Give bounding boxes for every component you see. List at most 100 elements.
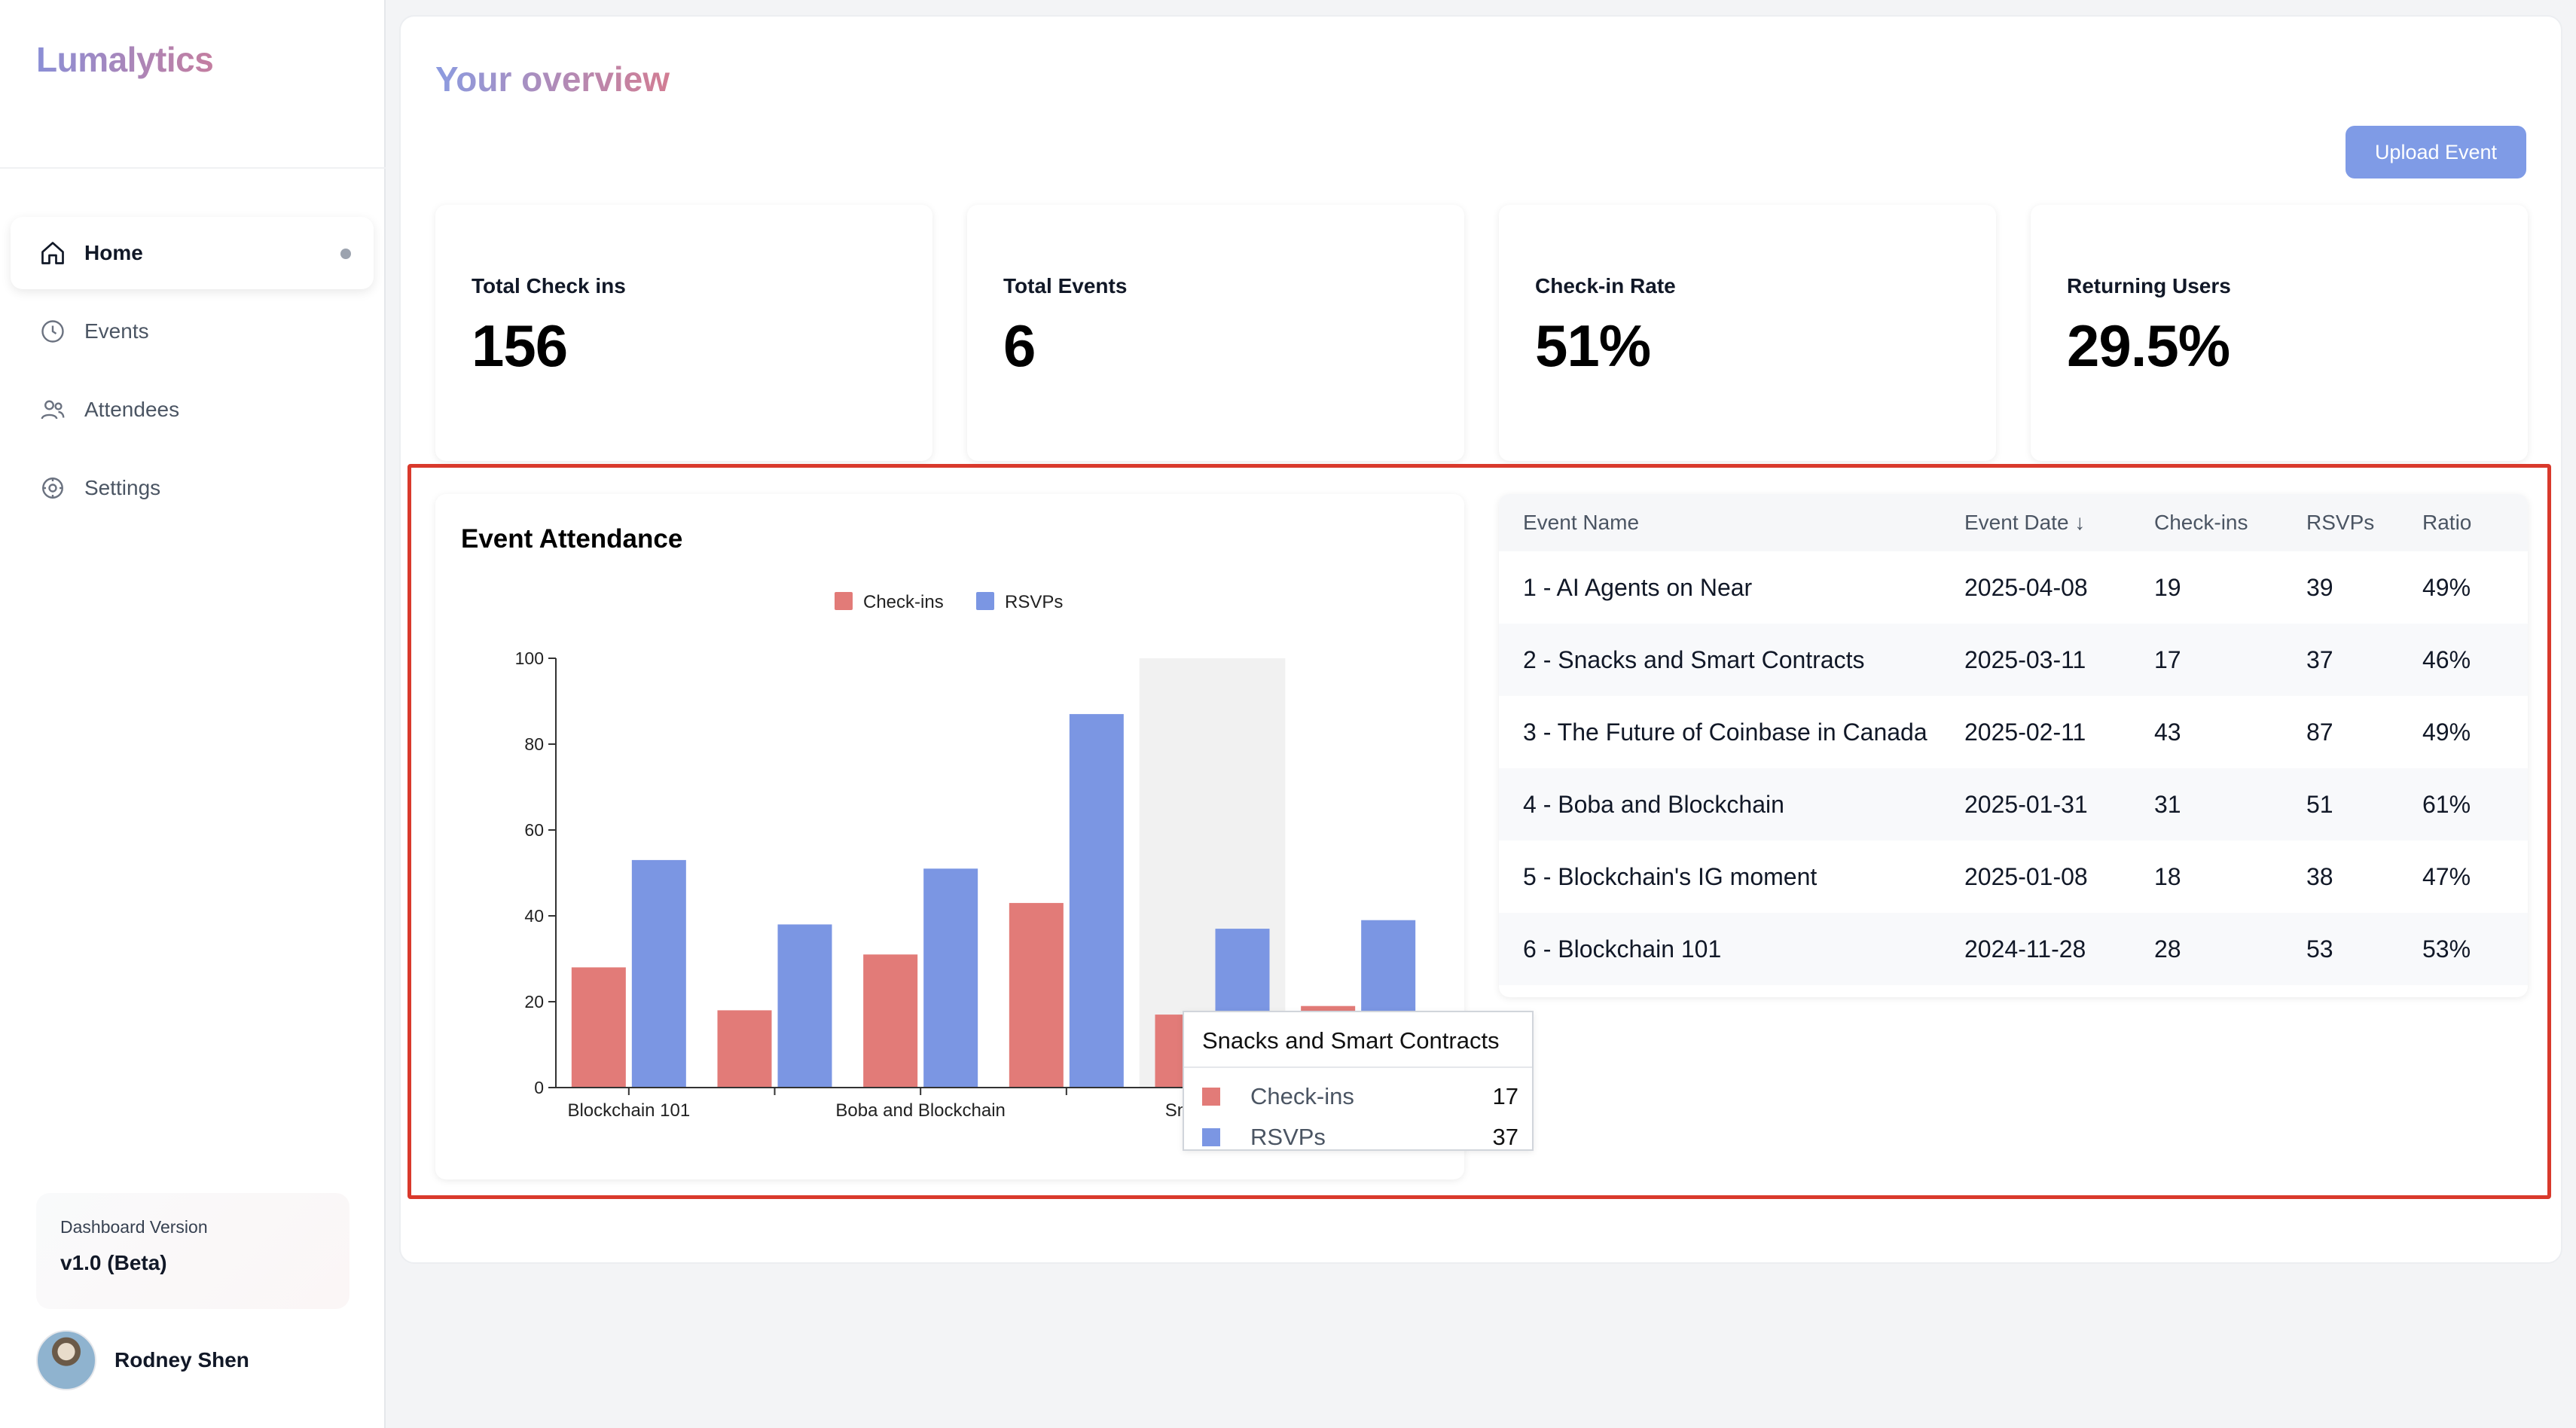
- sidebar-item-label: Home: [84, 241, 143, 264]
- table-row[interactable]: 1 - AI Agents on Near 2025-04-08 19 39 4…: [1499, 551, 2528, 624]
- home-icon: [38, 238, 68, 268]
- sidebar-nav: Home Events Attendees Settings: [11, 217, 374, 530]
- y-tick-label: 60: [524, 820, 544, 840]
- page-title: Your overview: [435, 60, 670, 99]
- cell-ratio: 46%: [2422, 624, 2528, 696]
- cell-ratio: 53%: [2422, 913, 2528, 985]
- column-header-rsvps[interactable]: RSVPs: [2306, 494, 2422, 551]
- stat-value: 51%: [1535, 313, 1651, 379]
- stat-card-checkin-rate: Check-in Rate 51%: [1499, 205, 1996, 461]
- bar-rsvps-1[interactable]: [631, 859, 686, 1088]
- chart-title: Event Attendance: [461, 524, 683, 554]
- cell-checkins: 18: [2154, 862, 2181, 890]
- user-name: Rodney Shen: [114, 1348, 249, 1372]
- cell-event-date: 2024-11-28: [1964, 913, 2154, 985]
- sidebar-item-label: Settings: [84, 476, 161, 499]
- cell-event-name: 3 - The Future of Coinbase in Canada: [1523, 718, 1927, 746]
- tooltip-row-checkins: Check-ins 17: [1202, 1083, 1518, 1110]
- table-row[interactable]: 6 - Blockchain 101 2024-11-28 28 53 53%: [1499, 913, 2528, 985]
- cell-checkins: 28: [2154, 913, 2306, 985]
- tooltip-row-rsvps: RSVPs 37: [1202, 1124, 1518, 1151]
- sidebar: Lumalytics Home Events Attendees Set: [0, 0, 386, 1428]
- cell-event-date: 2025-01-31: [1964, 768, 2154, 841]
- bar-rsvps-4[interactable]: [1069, 714, 1124, 1088]
- cell-checkins: 19: [2154, 573, 2181, 601]
- version-value: v1.0 (Beta): [60, 1251, 167, 1274]
- legend-swatch-rsvps[interactable]: [976, 592, 994, 610]
- selection-highlight: [407, 464, 2551, 1199]
- cell-checkins: 43: [2154, 718, 2181, 746]
- tooltip-divider: [1184, 1066, 1532, 1068]
- bar-check-ins-1[interactable]: [571, 967, 626, 1088]
- legend-swatch-rsvps: [1202, 1128, 1220, 1146]
- stat-value: 156: [472, 313, 568, 379]
- table-row[interactable]: 4 - Boba and Blockchain 2025-01-31 31 51…: [1499, 768, 2528, 841]
- legend-swatch-check-ins[interactable]: [835, 592, 853, 610]
- y-tick-label: 40: [524, 906, 544, 926]
- legend-swatch-checkins: [1202, 1088, 1220, 1106]
- table-row[interactable]: 2 - Snacks and Smart Contracts 2025-03-1…: [1499, 624, 2528, 696]
- bar-rsvps-3[interactable]: [923, 868, 978, 1088]
- stat-label: Returning Users: [2067, 274, 2231, 298]
- stat-label: Total Check ins: [472, 274, 626, 298]
- cell-ratio: 47%: [2422, 862, 2471, 890]
- sidebar-item-settings[interactable]: Settings: [11, 452, 374, 524]
- column-header-ratio[interactable]: Ratio: [2422, 494, 2528, 551]
- cell-rsvps: 39: [2306, 573, 2333, 601]
- cell-event-name: 1 - AI Agents on Near: [1523, 573, 1753, 601]
- avatar[interactable]: [36, 1330, 96, 1390]
- cell-event-date: 2025-02-11: [1964, 718, 2086, 746]
- table-header-row: Event Name Event Date ↓ Check-ins RSVPs …: [1499, 494, 2528, 551]
- sidebar-item-events[interactable]: Events: [11, 295, 374, 368]
- user-profile[interactable]: Rodney Shen: [36, 1330, 249, 1390]
- tooltip-title: Snacks and Smart Contracts: [1202, 1027, 1500, 1054]
- sidebar-item-label: Attendees: [84, 398, 180, 421]
- table-row[interactable]: 3 - The Future of Coinbase in Canada 202…: [1499, 696, 2528, 768]
- cell-event-name: 2 - Snacks and Smart Contracts: [1499, 624, 1964, 696]
- column-header-event-date[interactable]: Event Date ↓: [1964, 494, 2154, 551]
- cell-event-name: 5 - Blockchain's IG moment: [1523, 862, 1818, 890]
- upload-event-button[interactable]: Upload Event: [2346, 126, 2526, 178]
- cell-ratio: 61%: [2422, 768, 2528, 841]
- cell-checkins: 17: [2154, 624, 2306, 696]
- cell-event-date: 2025-03-11: [1964, 624, 2154, 696]
- cell-rsvps: 87: [2306, 718, 2333, 746]
- cell-rsvps: 53: [2306, 913, 2422, 985]
- cell-rsvps: 37: [2306, 624, 2422, 696]
- tooltip-label: Check-ins: [1250, 1083, 1354, 1109]
- cell-ratio: 49%: [2422, 718, 2471, 746]
- main-panel: Your overview Upload Event Total Check i…: [399, 15, 2562, 1264]
- legend-label[interactable]: Check-ins: [863, 592, 944, 612]
- y-tick-label: 20: [524, 992, 544, 1012]
- table-row[interactable]: 5 - Blockchain's IG moment 2025-01-08 18…: [1499, 841, 2528, 913]
- x-tick-label: Boba and Blockchain: [835, 1100, 1006, 1121]
- tooltip-value: 17: [1492, 1083, 1518, 1109]
- sidebar-item-attendees[interactable]: Attendees: [11, 374, 374, 446]
- legend-label[interactable]: RSVPs: [1005, 592, 1063, 612]
- bar-rsvps-2[interactable]: [777, 924, 832, 1088]
- stat-value: 6: [1003, 313, 1036, 379]
- bar-chart[interactable]: 0 20 40 60 80 100 Blockchain 101 Boba and Block…: [435, 494, 1464, 1179]
- cell-event-name: 6 - Blockchain 101: [1499, 913, 1964, 985]
- divider: [0, 167, 386, 169]
- cell-event-date: 2025-04-08: [1964, 573, 2088, 601]
- x-tick-label: Blockchain 101: [567, 1100, 690, 1121]
- cell-rsvps: 51: [2306, 768, 2422, 841]
- column-header-event-name[interactable]: Event Name: [1499, 494, 1964, 551]
- bar-check-ins-2[interactable]: [717, 1010, 772, 1088]
- bar-check-ins-3[interactable]: [863, 954, 918, 1088]
- cell-checkins: 31: [2154, 768, 2306, 841]
- y-tick-label: 100: [515, 648, 544, 668]
- sidebar-item-home[interactable]: Home: [11, 217, 374, 289]
- stat-label: Check-in Rate: [1535, 274, 1676, 298]
- cell-event-date: 2025-01-08: [1964, 862, 2088, 890]
- stat-value: 29.5%: [2067, 313, 2230, 379]
- bar-check-ins-4[interactable]: [1009, 902, 1064, 1088]
- version-card: Dashboard Version v1.0 (Beta): [36, 1193, 349, 1309]
- stat-card-returning-users: Returning Users 29.5%: [2031, 205, 2528, 461]
- cell-event-name: 4 - Boba and Blockchain: [1499, 768, 1964, 841]
- events-table-card: Event Name Event Date ↓ Check-ins RSVPs …: [1499, 494, 2528, 997]
- cell-ratio: 49%: [2422, 573, 2471, 601]
- brand-logo[interactable]: Lumalytics: [36, 40, 214, 79]
- column-header-checkins[interactable]: Check-ins: [2154, 494, 2306, 551]
